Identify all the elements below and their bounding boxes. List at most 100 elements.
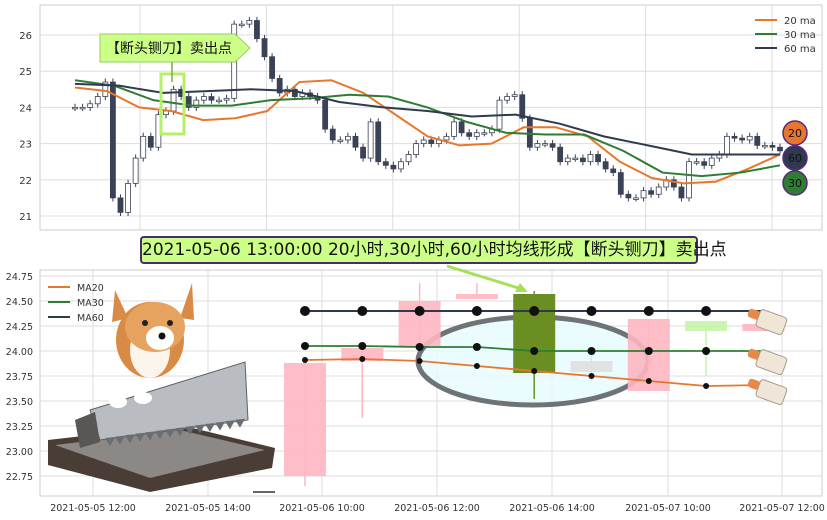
saw-tooth [185, 425, 195, 435]
x-tick-label: 2021-05-07 10:00 [625, 503, 711, 514]
candle [511, 94, 518, 97]
candle [87, 103, 94, 108]
y-tick-label: 23.25 [6, 422, 33, 433]
signal-arrow-head [515, 283, 528, 292]
ma-point [471, 306, 482, 316]
top-candlestick-chart: 21 22 23 24 25 26 20 ma 30 ma 60 ma 【断头铡刀】卖出点 20 60… [19, 4, 823, 231]
candle [572, 157, 579, 160]
candle [269, 56, 275, 79]
ma-point [414, 306, 425, 316]
x-tick-label: 2021-05-06 14:00 [509, 503, 595, 514]
x-tick-label: 2021-05-06 12:00 [394, 503, 480, 514]
ma-point [531, 368, 538, 374]
candle [291, 88, 298, 97]
ma-badge [782, 120, 808, 146]
candle [413, 143, 420, 155]
candle [147, 135, 154, 148]
candle [761, 145, 768, 148]
annotation-label: 【断头铡刀】卖出点 [106, 41, 232, 57]
y-tick-label: 23.50 [6, 397, 33, 408]
saw-tooth [105, 437, 115, 446]
candle [261, 38, 268, 58]
legend-label: MA60 [77, 313, 104, 324]
cleaver-blade [755, 309, 788, 336]
saw-mount [75, 412, 100, 448]
candle [595, 154, 601, 163]
saw-tooth [235, 418, 245, 428]
cleaver-handle [747, 308, 761, 320]
ma-badge [782, 170, 808, 196]
candle [564, 157, 571, 163]
candle [360, 146, 366, 159]
ma-point [415, 343, 424, 351]
ma-point [530, 347, 539, 355]
candle [648, 190, 655, 195]
ma-badge [782, 145, 808, 171]
candle [458, 121, 465, 134]
candle [519, 94, 526, 119]
candle [405, 154, 412, 163]
corgi-saw-illustration [48, 283, 275, 492]
ma-badge-label: 20 [788, 127, 802, 140]
ma30-line [74, 79, 781, 178]
y-tick-label: 24.75 [6, 272, 33, 283]
candle [504, 96, 510, 101]
candle [254, 20, 260, 40]
saw-tooth [115, 435, 125, 445]
legend-label: 60 ma [784, 44, 816, 55]
ma-point [357, 306, 368, 316]
ma-point [587, 347, 596, 355]
y-tick-label: 23.75 [6, 372, 33, 383]
y-tick-label: 21 [19, 212, 32, 223]
candle [79, 107, 86, 110]
candle [102, 81, 109, 97]
candle [72, 107, 78, 110]
candle [352, 135, 359, 148]
candle [686, 161, 692, 199]
corgi-nose [158, 332, 166, 340]
candle [602, 161, 609, 170]
ma-point [300, 306, 310, 316]
candle [420, 139, 427, 144]
candle [580, 157, 586, 163]
candle [685, 321, 728, 331]
candle [238, 23, 245, 27]
candle [443, 135, 450, 141]
legend-label: 20 ma [784, 16, 816, 27]
candle [466, 132, 473, 137]
candle [633, 197, 639, 200]
candle [382, 161, 389, 166]
legend-label: MA20 [77, 283, 104, 294]
ma-point [473, 363, 480, 369]
ma-point [301, 342, 309, 350]
candle [140, 135, 147, 159]
ma60-line [74, 82, 780, 156]
legend-label: 30 ma [784, 30, 816, 41]
ma-point [529, 306, 540, 316]
ma-point [359, 356, 366, 362]
signal-arrow [446, 264, 526, 292]
candle [769, 145, 776, 148]
candle [223, 97, 230, 101]
candle [455, 294, 498, 299]
candle [451, 121, 457, 137]
candle [375, 121, 382, 163]
signal-banner: 2021-05-06 13:00:00 20小时,30小时,60小时均线形成【断… [140, 236, 727, 264]
ma-point [643, 306, 654, 316]
ma-badge-label: 60 [788, 152, 802, 165]
y-tick-label: 23 [19, 140, 32, 151]
y-tick-label: 26 [19, 31, 32, 42]
candle [570, 361, 613, 372]
candle [610, 168, 617, 173]
saw-tooth [165, 428, 175, 438]
candle [367, 121, 374, 159]
ma-point [358, 342, 367, 350]
candle [542, 143, 548, 146]
y-tick-label: 24 [19, 103, 32, 114]
cleaver-icon [747, 308, 788, 336]
saw-tooth [225, 420, 235, 430]
ma-point [472, 343, 481, 351]
y-tick-label: 24.50 [6, 297, 33, 308]
candle [132, 157, 139, 184]
